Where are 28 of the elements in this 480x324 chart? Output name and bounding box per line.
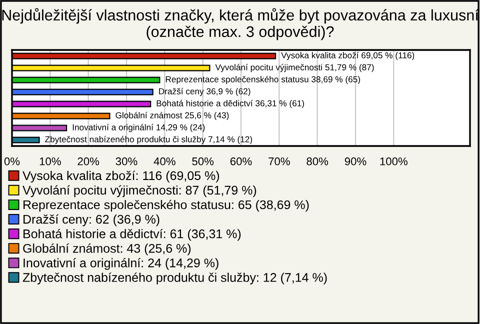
- x-tick-label: 80%: [306, 157, 328, 166]
- legend-label: Globální známost: 43 (25,6 %): [23, 243, 191, 256]
- legend-label: Bohatá historie a dědictví: 61 (36,31 %): [24, 228, 241, 241]
- legend-label: Zbytečnost nabízeného produktu či služby: 12 (7,14 %): [22, 272, 327, 284]
- data-label: Globální známost 25,6 % (43): [116, 112, 229, 120]
- x-tick-label: 30%: [116, 157, 138, 166]
- x-tick-label: 100%: [380, 157, 408, 166]
- x-tick-label: 10%: [40, 157, 61, 166]
- legend-label: Dražší ceny: 62 (36,9 %): [24, 214, 160, 226]
- data-label: Bohatá historie a dědictví 36,31 % (61): [156, 100, 304, 108]
- chart-title: Nejdůležitější vlastnosti značky, která může byt povazována za luxusní (označte max. 3 odpovědi)?: [2, 8, 479, 40]
- data-label: Vysoka kvalita zboží 69,05 % (116): [281, 52, 414, 60]
- x-tick-label: 70%: [268, 157, 290, 166]
- x-tick-label: 20%: [78, 157, 100, 166]
- legend-label: Vyvolání pocitu výjimečnosti: 87 (51,79 %): [22, 185, 256, 198]
- data-label: Reprezentace společenského statusu 38,69 % (65): [166, 76, 360, 84]
- x-tick-label: 40%: [154, 157, 176, 166]
- x-tick-label: 90%: [344, 157, 366, 166]
- data-label: Inovativní a originální 14,29 % (24): [72, 124, 205, 132]
- x-tick-label: 50%: [192, 157, 214, 166]
- data-label: Zbytečnost nabízeného produktu či služby 7,14 % (12): [45, 136, 252, 144]
- x-tick-label: 0%: [4, 157, 20, 166]
- x-tick-label: 60%: [230, 157, 252, 166]
- data-label: Dražší ceny 36,9 % (62): [159, 88, 250, 96]
- data-label: Vyvolání pocitu výjimečnosti 51,79 % (87): [215, 64, 374, 72]
- legend-label: Reprezentace společenského statusu: 65 (38,69 %): [24, 200, 309, 212]
- legend-label: Vysoka kvalita zboží: 116 (69,05 %): [22, 170, 220, 183]
- legend-label: Inovativní a originální: 24 (14,29 %): [24, 258, 218, 270]
